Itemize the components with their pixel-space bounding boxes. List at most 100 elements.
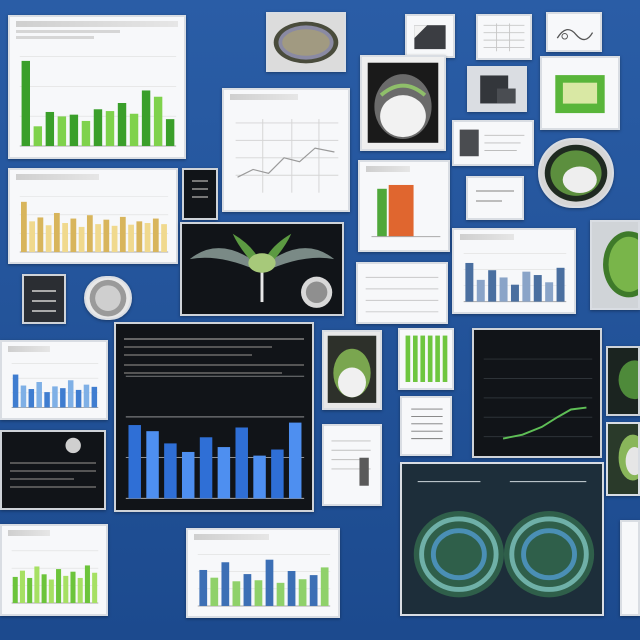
- chart-bar: [221, 562, 230, 606]
- chart-bar: [28, 389, 35, 408]
- small-sketch-card: [546, 12, 602, 52]
- device-photo-card: [22, 274, 66, 324]
- chart-bar: [21, 60, 30, 147]
- dark-edge-card: [606, 346, 640, 416]
- chart-bar: [84, 565, 90, 604]
- chart-bar: [181, 451, 195, 499]
- chart-bar: [48, 579, 54, 604]
- chart-bar: [34, 566, 40, 604]
- chart-bar: [254, 580, 263, 606]
- seed-edge-card-bottom: [606, 422, 640, 496]
- form-doc-card: [322, 424, 382, 506]
- bar-chart-green: [19, 56, 177, 147]
- chart-bar: [128, 425, 141, 499]
- bar-chart-dark: [125, 375, 305, 499]
- seed-cross-section-illustration: [367, 62, 439, 143]
- chart-bar: [36, 382, 42, 408]
- chart-bar: [53, 212, 60, 253]
- dark-line-chart-card: [472, 328, 602, 458]
- chart-bar: [81, 120, 91, 147]
- chloroplast-card: [400, 462, 604, 616]
- chart-bar: [288, 422, 302, 499]
- chart-bar: [45, 111, 55, 147]
- chart-bar: [253, 455, 266, 499]
- seed-photo-middle-card: [322, 330, 382, 410]
- chart-bar: [103, 219, 110, 253]
- chart-bar: [488, 270, 497, 302]
- chart-bar: [533, 275, 542, 302]
- chart-bar: [556, 267, 565, 302]
- chart-bar: [60, 388, 66, 408]
- chart-bar: [136, 221, 143, 253]
- bar-chart-green-bottom: [11, 550, 99, 604]
- grey-gradient-card: [400, 396, 452, 456]
- chart-bar: [29, 221, 36, 253]
- chart-bar: [165, 119, 175, 147]
- chart-card-mixed-bottom: [186, 528, 340, 618]
- chart-bar: [19, 570, 25, 604]
- chart-bar: [309, 575, 318, 606]
- chart-bar: [111, 225, 118, 253]
- chart-bar: [276, 582, 285, 606]
- chart-bar: [129, 113, 139, 147]
- chart-bar: [117, 103, 127, 147]
- bar-chart-blue: [11, 363, 99, 408]
- seed-photo-card: [266, 12, 346, 72]
- chart-bar: [33, 126, 43, 147]
- orange-bar-card: [358, 160, 450, 252]
- chart-bar: [119, 216, 126, 253]
- chart-bar: [70, 571, 76, 604]
- seed-cross-section-card: [360, 55, 446, 151]
- chart-bar: [243, 574, 252, 606]
- chart-bar: [62, 223, 68, 253]
- small-table-card: [476, 14, 532, 60]
- chart-bar: [70, 218, 77, 253]
- chart-bar: [93, 109, 103, 147]
- chart-bar: [476, 279, 485, 302]
- chart-bar: [320, 567, 329, 606]
- chart-bar: [69, 114, 79, 147]
- chart-bar: [75, 389, 82, 408]
- chart-bar: [91, 386, 98, 408]
- dark-line-chart: [483, 358, 593, 440]
- chart-bar: [161, 224, 167, 253]
- chart-bar: [52, 386, 58, 408]
- chart-bar: [235, 427, 248, 499]
- grain-photo-card: [84, 276, 132, 320]
- green-label-card: [540, 56, 620, 130]
- chart-bar: [56, 569, 62, 604]
- chart-bar: [37, 217, 44, 253]
- chart-bar: [78, 226, 85, 253]
- chart-card-green-top-left: [8, 15, 186, 159]
- folded-paper-icon: [414, 25, 446, 50]
- chart-bar: [67, 380, 74, 408]
- chart-bar: [77, 577, 83, 604]
- chart-bar: [232, 581, 241, 606]
- chart-bar: [298, 579, 307, 606]
- chart-bar: [12, 576, 18, 604]
- green-stripes-card: [398, 328, 454, 390]
- chart-bar: [199, 569, 208, 606]
- chart-bar: [465, 262, 474, 302]
- chart-bar: [210, 577, 219, 606]
- chart-bar: [271, 449, 284, 499]
- chart-card-dark-center: [114, 322, 314, 512]
- chart-bar: [545, 282, 554, 302]
- chart-bar: [265, 559, 274, 606]
- seed-illustration: [273, 21, 339, 64]
- chart-bar: [57, 116, 67, 147]
- chart-bar: [153, 96, 163, 147]
- chart-bar: [83, 384, 90, 408]
- chart-bar: [164, 443, 177, 499]
- chart-bar: [287, 570, 296, 606]
- chart-bar: [20, 385, 27, 408]
- chart-bar: [92, 572, 98, 604]
- chart-bar: [105, 111, 115, 147]
- plant-illustration: [189, 233, 335, 308]
- bar-chart-grey: [463, 253, 567, 303]
- chart-card-green-bottom-left: [0, 524, 108, 616]
- chloroplast-illustration: [413, 481, 595, 598]
- orange-bar-chart: [371, 184, 441, 238]
- chart-bar: [41, 574, 47, 604]
